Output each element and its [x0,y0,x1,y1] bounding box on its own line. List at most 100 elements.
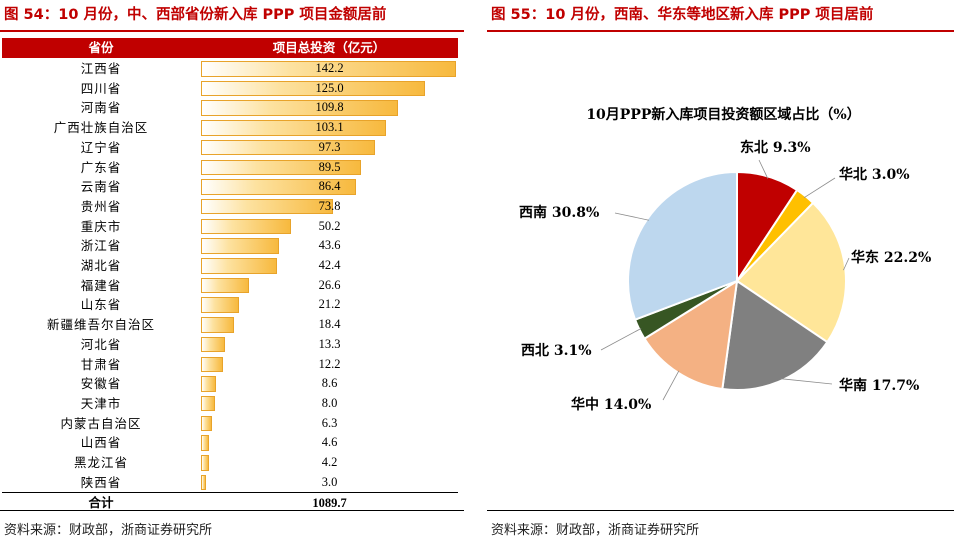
table-row: 湖北省 42.4 [2,256,458,276]
leader-line-6 [614,212,650,221]
table-row: 云南省 86.4 [2,177,458,197]
slice-label-0: 东北 9.3% [740,139,811,156]
investment-bar [201,238,280,254]
investment-value: 8.0 [321,395,338,410]
investment-bar [201,139,376,156]
pie-slice-2 [735,201,847,344]
pie-title: 10月PPP新入库项目投资额区域占比（%） [586,107,861,123]
table-row: 河北省 13.3 [2,335,458,355]
investment-value: 50.2 [318,218,341,233]
table-row: 黑龙江省 4.2 [2,453,458,473]
leader-line-2 [843,257,850,271]
investment-bar [201,218,292,235]
investment-bar [201,474,207,491]
investment-value: 13.3 [318,336,341,351]
province-label: 山东省 [80,297,122,313]
investment-value: 142.2 [315,61,344,75]
province-label: 广西壮族自治区 [53,120,149,136]
investment-bar [201,356,223,372]
investment-value: 109.8 [315,100,344,115]
province-label: 内蒙古自治区 [60,415,142,431]
investment-bar [201,395,216,412]
leader-line-4 [662,370,680,401]
header-investment: 项目总投资（亿元） [272,40,386,55]
left-bottom-rule [0,510,464,511]
investment-bar [201,258,278,274]
investment-bar [201,376,217,392]
investment-value: 4.2 [321,455,338,469]
leader-line-0 [758,159,769,179]
table-row: 河南省 109.8 [2,98,458,118]
province-label: 河南省 [80,100,122,116]
investment-value: 97.3 [318,139,341,154]
investment-value: 125.0 [315,80,344,95]
table-row: 贵州省 73.8 [2,197,458,217]
investment-value: 26.6 [318,277,341,292]
table-row: 山西省 4.6 [2,433,458,453]
table-row: 重庆市 50.2 [2,217,458,237]
investment-value: 3.0 [321,474,338,489]
left-source: 资料来源：财政部，浙商证券研究所 [4,523,213,538]
province-label: 天津市 [80,395,122,411]
investment-bar [201,415,213,432]
left-figure-title: 图 54：10 月份，中、西部省份新入库 PPP 项目金额居前 [4,7,387,23]
slice-label-5: 西北 3.1% [521,343,592,359]
table-row: 内蒙古自治区 6.3 [2,414,458,434]
province-label: 重庆市 [80,218,122,234]
table-row: 浙江省 43.6 [2,236,458,256]
investment-value: 89.5 [318,159,341,174]
slice-label-6: 西南 30.8% [519,204,599,221]
leader-line-3 [780,378,833,385]
investment-value: 73.8 [318,198,341,213]
table-row: 四川省 125.0 [2,79,458,99]
province-label: 山西省 [80,435,122,451]
investment-bar [201,336,225,353]
table-row: 陕西省 3.0 [2,473,458,493]
investment-value: 18.4 [318,317,341,332]
province-label: 贵州省 [80,198,122,214]
right-bottom-rule [487,510,954,511]
investment-bar [201,100,398,116]
province-label: 辽宁省 [80,139,122,155]
province-label: 广东省 [80,159,122,175]
investment-value: 86.4 [318,179,341,194]
province-label: 甘肃省 [80,356,122,372]
investment-bar [201,277,249,294]
investment-bar [201,159,362,175]
province-label: 江西省 [80,61,122,76]
total-value: 1089.7 [312,496,347,510]
province-label: 浙江省 [80,238,122,254]
investment-value: 4.6 [321,435,338,450]
province-label: 陕西省 [80,474,122,490]
table-row: 江西省 142.2 [2,59,458,79]
table-row: 安徽省 8.6 [2,374,458,394]
investment-value: 6.3 [321,415,338,430]
total-divider [2,492,458,493]
header-province: 省份 [88,40,114,55]
pie-chart: 东北 9.3% 华北 3.0% 华东 22.2% 华南 17.7% 华中 14.0% 西北… [519,139,931,413]
province-label: 福建省 [80,277,122,293]
right-panel: 图 55：10 月份，西南、华东等地区新入库 PPP 项目居前 10月PPP新入… [487,0,960,541]
slice-label-3: 华南 17.7% [839,377,919,394]
slice-label-2: 华东 22.2% [851,249,931,266]
province-label: 云南省 [80,179,122,195]
province-label: 河北省 [80,336,122,352]
left-title-rule [0,30,464,32]
total-row: 合计 1089.7 [2,494,458,512]
investment-value: 8.6 [321,376,338,391]
slice-label-4: 华中 14.0% [571,396,651,413]
pie-slice-3 [721,279,829,391]
leader-line-1 [803,177,836,198]
table-header: 省份 项目总投资（亿元） [2,38,458,58]
investment-bar [201,435,210,451]
investment-value: 21.2 [318,297,341,312]
investment-bar [201,179,356,195]
right-title-rule [487,30,954,32]
table-row: 广西壮族自治区 103.1 [2,118,458,138]
province-label: 安徽省 [80,376,122,392]
province-label: 黑龙江省 [73,455,128,470]
table-row: 新疆维吾尔自治区 18.4 [2,315,458,335]
province-label: 四川省 [80,80,122,96]
table-row: 广东省 89.5 [2,158,458,178]
slice-label-1: 华北 3.0% [839,166,910,183]
